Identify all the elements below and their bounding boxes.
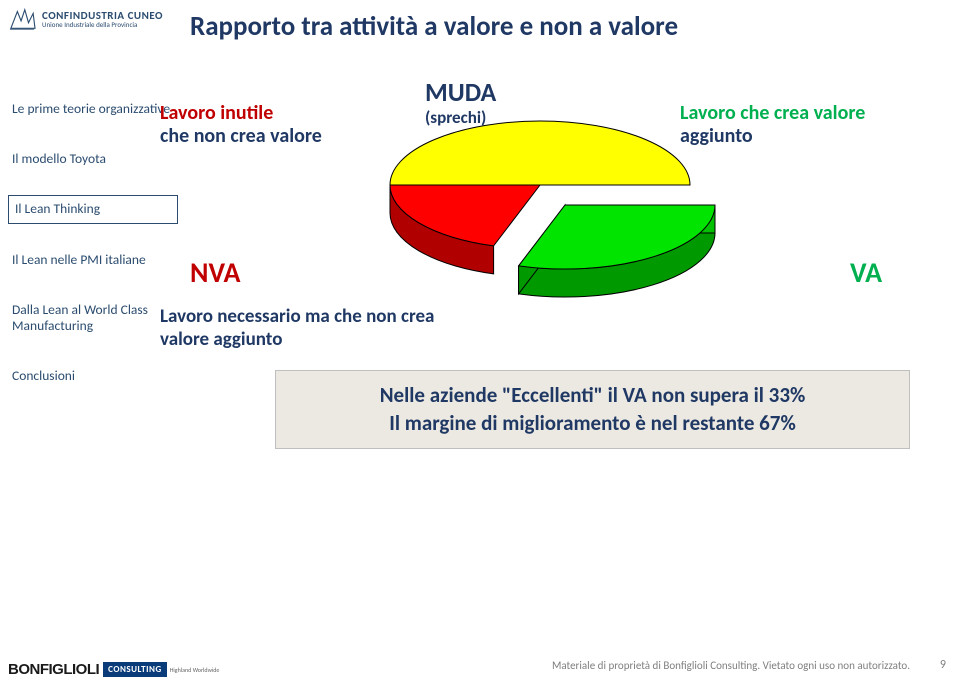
sidebar-item-5[interactable]: Conclusioni	[8, 362, 178, 390]
pie-chart	[350, 70, 730, 300]
callout-line2: Il margine di miglioramento è nel restan…	[290, 409, 895, 437]
header-logo: CONFINDUSTRIA CUNEO Unione Industriale d…	[8, 6, 163, 32]
footer-logo: BONFIGLIOLI CONSULTING Highland Worldwid…	[8, 661, 219, 678]
page-title: Rapporto tra attività a valore e non a v…	[190, 10, 678, 43]
va-big-label: VA	[850, 255, 882, 290]
footer-copyright: Materiale di proprietà di Bonfiglioli Co…	[552, 659, 910, 672]
nva-description: Lavoro necessario ma che non crea valore…	[160, 306, 460, 352]
chart-area: Lavoro inutile che non crea valore MUDA …	[210, 60, 910, 360]
confindustria-icon	[8, 6, 36, 32]
callout-line1: Nelle aziende "Eccellenti" il VA non sup…	[290, 381, 895, 409]
sidebar-nav: Le prime teorie organizzative Il modello…	[8, 95, 178, 412]
page-number: 9	[940, 658, 946, 672]
brand-sub: Highland Worldwide	[170, 666, 220, 674]
nva-big-label: NVA	[190, 255, 240, 290]
label-lavoro-inutile: Lavoro inutile che non crea valore	[160, 102, 345, 148]
sidebar-item-4[interactable]: Dalla Lean al World Class Manufacturing	[8, 296, 178, 340]
sidebar-item-1[interactable]: Il modello Toyota	[8, 145, 178, 173]
sidebar-item-0[interactable]: Le prime teorie organizzative	[8, 95, 178, 123]
sidebar-item-3[interactable]: Il Lean nelle PMI italiane	[8, 246, 178, 274]
brand-name: BONFIGLIOLI	[8, 661, 99, 678]
brand-suffix: CONSULTING	[103, 662, 167, 677]
sidebar-item-2[interactable]: Il Lean Thinking	[8, 195, 178, 223]
callout-box: Nelle aziende "Eccellenti" il VA non sup…	[275, 370, 910, 449]
org-sub: Unione Industriale della Provincia	[42, 21, 163, 28]
